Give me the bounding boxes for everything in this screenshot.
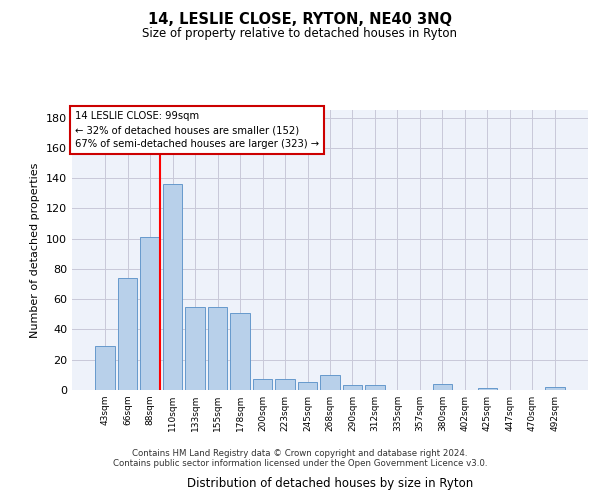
Bar — [343, 386, 362, 390]
Bar — [320, 375, 340, 390]
Bar — [95, 346, 115, 390]
Text: Size of property relative to detached houses in Ryton: Size of property relative to detached ho… — [143, 28, 458, 40]
Bar — [208, 307, 227, 390]
Text: 14 LESLIE CLOSE: 99sqm
← 32% of detached houses are smaller (152)
67% of semi-de: 14 LESLIE CLOSE: 99sqm ← 32% of detached… — [74, 112, 319, 150]
Bar — [545, 387, 565, 390]
Bar — [253, 380, 272, 390]
Bar — [433, 384, 452, 390]
Text: Distribution of detached houses by size in Ryton: Distribution of detached houses by size … — [187, 477, 473, 490]
Bar — [230, 313, 250, 390]
Bar — [140, 237, 160, 390]
Bar — [275, 380, 295, 390]
Text: Contains HM Land Registry data © Crown copyright and database right 2024.: Contains HM Land Registry data © Crown c… — [132, 448, 468, 458]
Bar — [365, 386, 385, 390]
Bar — [478, 388, 497, 390]
Bar — [163, 184, 182, 390]
Y-axis label: Number of detached properties: Number of detached properties — [31, 162, 40, 338]
Bar — [118, 278, 137, 390]
Text: 14, LESLIE CLOSE, RYTON, NE40 3NQ: 14, LESLIE CLOSE, RYTON, NE40 3NQ — [148, 12, 452, 28]
Bar — [185, 307, 205, 390]
Bar — [298, 382, 317, 390]
Text: Contains public sector information licensed under the Open Government Licence v3: Contains public sector information licen… — [113, 458, 487, 468]
